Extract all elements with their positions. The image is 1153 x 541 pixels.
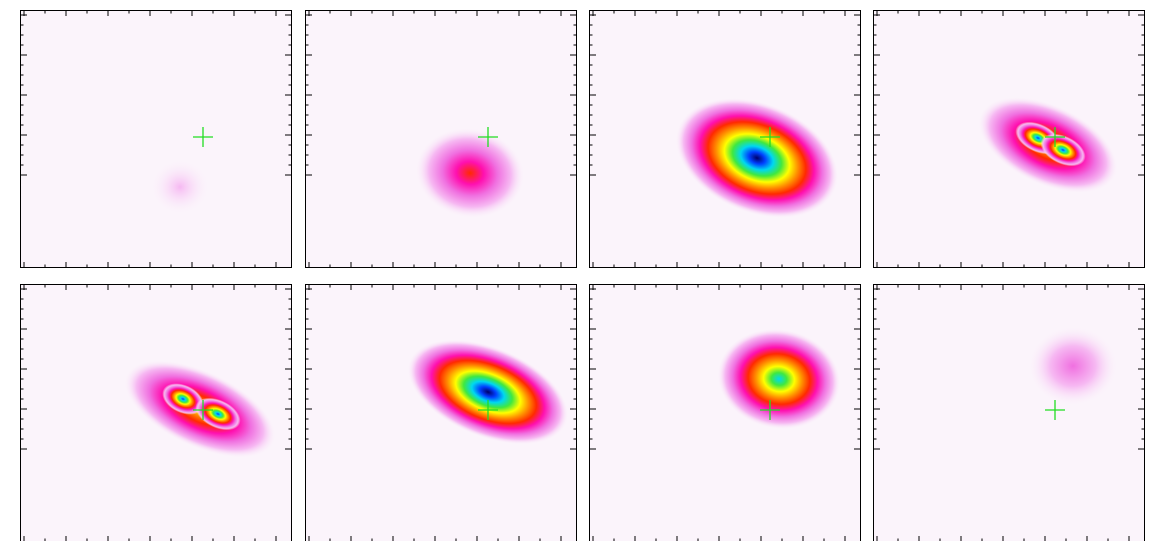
panel bbox=[20, 10, 292, 268]
panel bbox=[589, 10, 861, 268]
panel bbox=[873, 284, 1145, 541]
panel bbox=[305, 10, 577, 268]
panel bbox=[873, 10, 1145, 268]
panel-background bbox=[873, 284, 1145, 541]
emission-blob bbox=[150, 159, 210, 215]
emission-blob bbox=[1028, 326, 1118, 406]
panel bbox=[20, 284, 292, 541]
emission bbox=[1028, 326, 1118, 406]
page: (() => { const svg = document.getElement… bbox=[0, 0, 1153, 541]
panel bbox=[589, 284, 861, 541]
panel bbox=[305, 284, 584, 541]
panel-background bbox=[20, 10, 292, 268]
emission bbox=[150, 159, 210, 215]
channel-map-grid bbox=[0, 0, 1153, 541]
